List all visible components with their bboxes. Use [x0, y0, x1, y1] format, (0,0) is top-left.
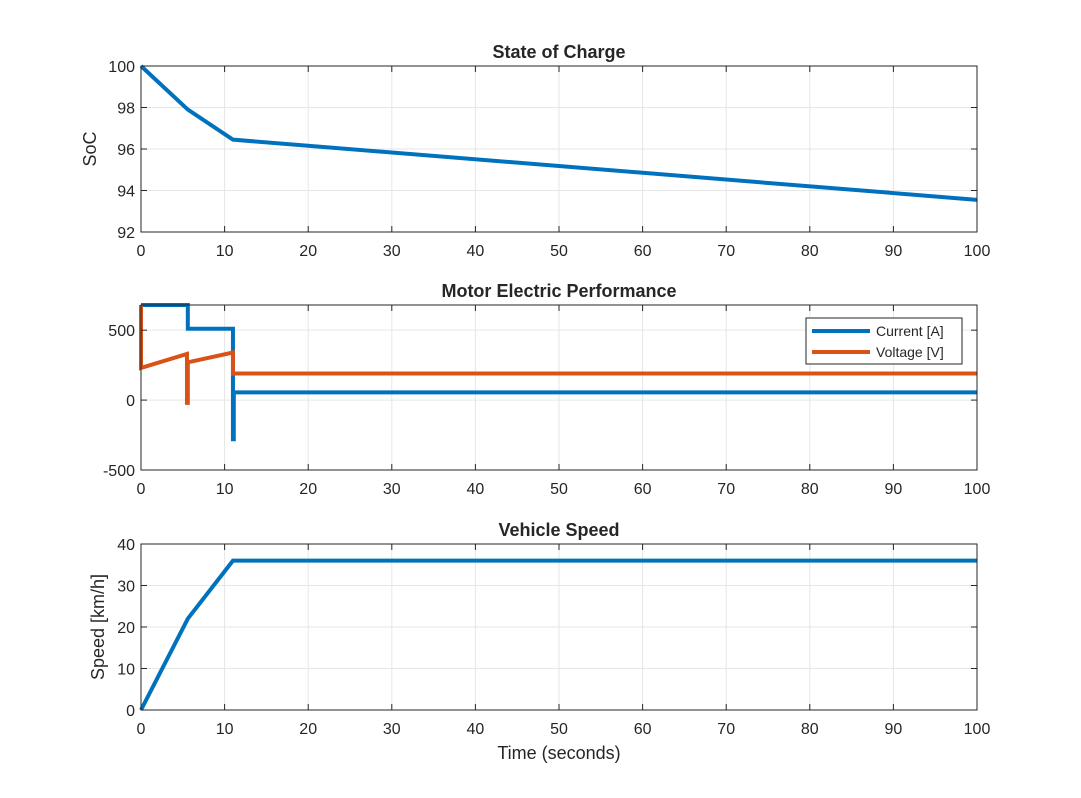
soc-xtick-label-7: 70 [717, 243, 735, 260]
speed-ytick-label-0: 0 [126, 703, 135, 720]
motor-ytick-label-2: 500 [108, 323, 135, 340]
soc-series-0-line [139, 64, 978, 202]
motor-ytick-label-0: -500 [103, 463, 135, 480]
soc-xtick-label-10: 100 [964, 243, 991, 260]
soc-ytick-label-3: 98 [117, 101, 135, 118]
motor-xtick-label-6: 60 [634, 481, 652, 498]
speed-ytick-label-2: 20 [117, 620, 135, 637]
speed-ytick-label-4: 40 [117, 537, 135, 554]
soc-title: State of Charge [492, 42, 625, 62]
soc-ylabel: SoC [80, 131, 100, 166]
speed-xtick-label-4: 40 [467, 721, 485, 738]
motor-xtick-label-9: 90 [885, 481, 903, 498]
motor-xtick-label-10: 100 [964, 481, 991, 498]
speed-series-0-line [139, 558, 977, 711]
soc-ytick-label-2: 96 [117, 142, 135, 159]
legend-voltage-label: Voltage [V] [876, 344, 944, 360]
soc-xtick-label-4: 40 [467, 243, 485, 260]
motor-legend: Current [A] Voltage [V] [805, 317, 963, 365]
speed-xtick-label-7: 70 [717, 721, 735, 738]
motor-ytick-label-1: 0 [126, 393, 135, 410]
legend-box [805, 317, 963, 365]
soc-xtick-label-2: 20 [299, 243, 317, 260]
speed-xtick-label-9: 90 [885, 721, 903, 738]
speed-xtick-label-10: 100 [964, 721, 991, 738]
motor-title: Motor Electric Performance [441, 281, 676, 301]
soc-ytick-label-4: 100 [108, 59, 135, 76]
soc-xtick-label-3: 30 [383, 243, 401, 260]
speed-xtick-label-0: 0 [137, 721, 146, 738]
soc-xtick-label-6: 60 [634, 243, 652, 260]
motor-series-1-line [139, 305, 977, 405]
motor-xtick-label-5: 50 [550, 481, 568, 498]
speed-xtick-label-8: 80 [801, 721, 819, 738]
soc-xtick-label-9: 90 [885, 243, 903, 260]
soc-xtick-label-1: 10 [216, 243, 234, 260]
speed-title: Vehicle Speed [498, 520, 619, 540]
speed-ylabel: Speed [km/h] [88, 574, 108, 680]
soc-ytick-label-1: 94 [117, 184, 135, 201]
speed-ytick-label-1: 10 [117, 662, 135, 679]
soc-plot-area: 0 10 20 30 40 50 60 70 80 90 100 92 94 96 98 100 [108, 59, 990, 260]
speed-xlabel: Time (seconds) [497, 743, 620, 763]
soc-panel: 0 10 20 30 40 50 60 70 80 90 100 92 94 96 98 100 State … [80, 42, 990, 260]
motor-xtick-label-7: 70 [717, 481, 735, 498]
speed-xtick-label-2: 20 [299, 721, 317, 738]
soc-xtick-label-5: 50 [550, 243, 568, 260]
motor-xtick-label-1: 10 [216, 481, 234, 498]
speed-xtick-label-3: 30 [383, 721, 401, 738]
soc-ytick-label-0: 92 [117, 225, 135, 242]
speed-xtick-label-5: 50 [550, 721, 568, 738]
motor-xtick-label-2: 20 [299, 481, 317, 498]
soc-xtick-label-0: 0 [137, 243, 146, 260]
motor-xtick-label-4: 40 [467, 481, 485, 498]
soc-xtick-label-8: 80 [801, 243, 819, 260]
speed-panel: 0 10 20 30 40 50 60 70 80 90 100 0 10 20 30 40 Vehicle … [88, 520, 990, 763]
motor-xtick-label-0: 0 [137, 481, 146, 498]
speed-xtick-label-6: 60 [634, 721, 652, 738]
speed-plot-area: 0 10 20 30 40 50 60 70 80 90 100 0 10 20 30 40 [117, 537, 990, 738]
speed-xtick-label-1: 10 [216, 721, 234, 738]
speed-ytick-label-3: 30 [117, 579, 135, 596]
motor-series-0-line [141, 303, 977, 442]
motor-xtick-label-3: 30 [383, 481, 401, 498]
legend-current-label: Current [A] [876, 323, 944, 339]
motor-xtick-label-8: 80 [801, 481, 819, 498]
